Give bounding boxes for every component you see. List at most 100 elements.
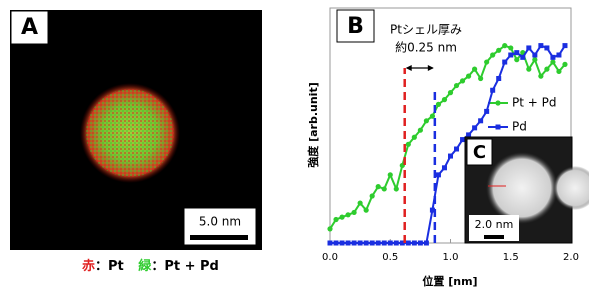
point bbox=[544, 66, 550, 72]
point bbox=[532, 52, 538, 58]
point bbox=[333, 240, 339, 246]
point bbox=[460, 137, 466, 143]
caption-green-text: ：Pt + Pd bbox=[151, 259, 219, 274]
panel-label: A bbox=[21, 15, 38, 40]
point bbox=[423, 240, 429, 246]
plot: 0.0 0.5 1.0 1.5 2.0 Pt + Pd Pd bbox=[322, 43, 579, 263]
point bbox=[550, 54, 556, 60]
point bbox=[556, 52, 562, 58]
particle-noise bbox=[86, 89, 174, 177]
point bbox=[459, 78, 466, 84]
point bbox=[466, 132, 472, 138]
point bbox=[411, 134, 417, 140]
point bbox=[526, 66, 532, 72]
series-line bbox=[329, 44, 566, 230]
point bbox=[417, 127, 423, 133]
point bbox=[423, 118, 429, 124]
point bbox=[327, 226, 333, 232]
point bbox=[490, 87, 496, 93]
haadf-particle bbox=[486, 152, 558, 224]
point bbox=[520, 54, 526, 60]
point bbox=[435, 101, 442, 107]
point bbox=[453, 82, 460, 89]
point bbox=[417, 240, 423, 246]
caption-red: 赤 bbox=[82, 258, 95, 274]
scale-bar bbox=[190, 235, 248, 240]
x-tick-label: 1.0 bbox=[443, 252, 459, 263]
arrow-head bbox=[405, 65, 434, 71]
point bbox=[538, 73, 544, 79]
point bbox=[441, 97, 448, 103]
scale-label: 5.0 nm bbox=[199, 215, 241, 229]
x-tick-label: 1.5 bbox=[503, 252, 519, 263]
point bbox=[363, 207, 369, 213]
point bbox=[399, 240, 405, 246]
point bbox=[405, 240, 411, 246]
point bbox=[448, 153, 453, 159]
legend-marker bbox=[495, 100, 501, 106]
panel-label: C bbox=[473, 142, 486, 163]
point bbox=[357, 240, 363, 246]
point bbox=[496, 47, 502, 53]
point bbox=[363, 240, 369, 246]
point bbox=[327, 240, 333, 246]
point bbox=[387, 240, 393, 246]
point bbox=[429, 207, 435, 213]
panel-label-box bbox=[10, 10, 49, 45]
y-axis-label: 強度 [arb.unit] bbox=[306, 82, 320, 167]
point bbox=[532, 57, 538, 63]
point bbox=[508, 45, 514, 51]
point bbox=[333, 216, 339, 223]
point bbox=[381, 186, 387, 192]
caption: 赤：Pt 緑：Pt + Pd bbox=[82, 258, 219, 274]
point bbox=[484, 59, 490, 65]
point bbox=[381, 240, 387, 246]
series-line bbox=[330, 44, 566, 244]
point bbox=[544, 45, 550, 51]
point bbox=[339, 240, 345, 246]
point bbox=[351, 240, 357, 246]
point bbox=[508, 52, 514, 58]
point bbox=[556, 68, 562, 75]
point bbox=[429, 113, 436, 119]
scale-bar bbox=[484, 235, 504, 239]
panel-label-box bbox=[336, 9, 375, 43]
point bbox=[405, 141, 411, 147]
panel-label: B bbox=[347, 14, 364, 39]
point bbox=[447, 90, 454, 96]
point bbox=[339, 214, 345, 220]
legend-label: Pd bbox=[512, 120, 527, 134]
point bbox=[465, 73, 472, 79]
point bbox=[490, 52, 496, 58]
point bbox=[562, 43, 568, 49]
point bbox=[357, 200, 363, 206]
point bbox=[538, 43, 544, 49]
legend-label: Pt + Pd bbox=[512, 96, 556, 110]
point bbox=[411, 240, 417, 246]
x-tick-label: 0.5 bbox=[382, 252, 398, 263]
point bbox=[351, 209, 357, 216]
scale-label: 2.0 nm bbox=[475, 218, 514, 231]
caption-red-text: ：Pt bbox=[95, 259, 124, 274]
point bbox=[369, 240, 375, 246]
point bbox=[472, 66, 478, 72]
point bbox=[562, 61, 568, 67]
point bbox=[496, 76, 502, 81]
legend-marker bbox=[495, 124, 501, 130]
point bbox=[375, 240, 381, 246]
point bbox=[375, 184, 381, 190]
point bbox=[514, 57, 520, 63]
point bbox=[393, 240, 399, 246]
annotation: 約0.25 nm bbox=[395, 40, 457, 55]
x-axis-label: 位置 [nm] bbox=[422, 274, 477, 288]
caption-green: 緑 bbox=[138, 258, 152, 274]
x-tick-label: 2.0 bbox=[563, 252, 579, 263]
point bbox=[526, 45, 532, 51]
point bbox=[472, 125, 478, 131]
annotation: Ptシェル厚み bbox=[390, 23, 462, 37]
point bbox=[478, 118, 484, 124]
point bbox=[550, 59, 556, 65]
point bbox=[478, 75, 484, 82]
point bbox=[514, 50, 520, 56]
